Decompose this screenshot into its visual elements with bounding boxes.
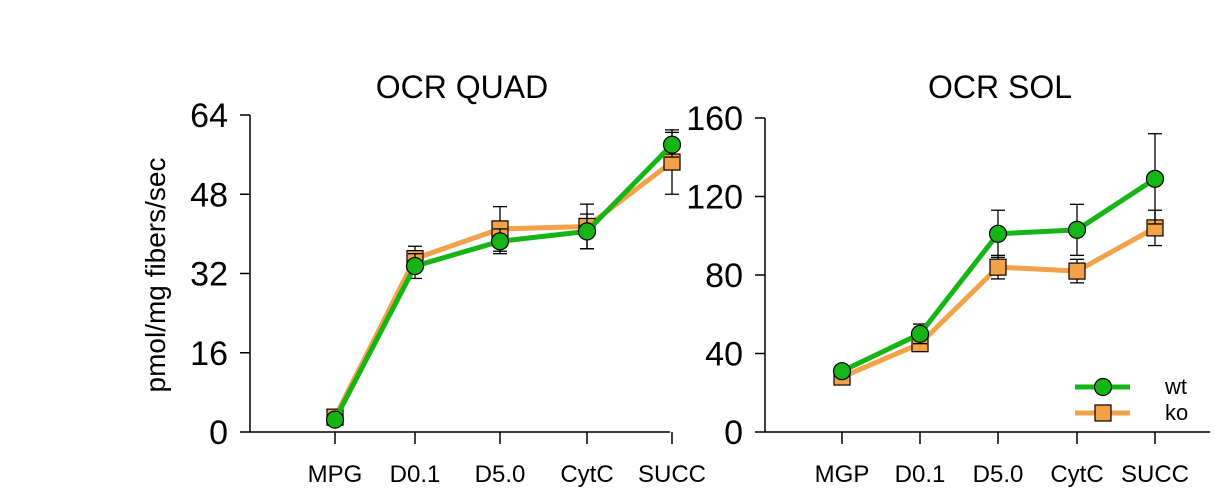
data-point (490, 232, 510, 251)
series-line (332, 142, 674, 421)
x-tick-label: D0.1 (390, 461, 441, 488)
series-wt (832, 133, 1165, 381)
data-point (577, 222, 597, 241)
chart-1: OCR QUAD 0 16 32 48 64 MPG D0.1 D5.0 CytC SUCC (190, 69, 706, 488)
x-tick-label: D5.0 (475, 461, 526, 488)
x-tick-label: CytC (1050, 461, 1103, 488)
x-tick-label: D5.0 (973, 461, 1024, 488)
data-point (1145, 169, 1165, 188)
data-point (832, 362, 852, 381)
x-tick-label: MGP (815, 461, 870, 488)
data-point (325, 410, 345, 429)
x-tick-label: D0.1 (895, 461, 946, 488)
y-axis-label: pmol/mg fibers/sec (140, 158, 171, 393)
y-tick-label: 16 (190, 335, 228, 373)
y-tick-label: 160 (686, 100, 743, 138)
chart-2: OCR SOL 0 40 80 120 160 MGP D0.1 D5.0 CytC SUCC (686, 69, 1210, 488)
data-point (988, 224, 1008, 243)
data-point (662, 135, 682, 154)
legend-label-wt: wt (1164, 374, 1187, 399)
y-tick-label: 0 (724, 414, 743, 452)
y-tick-label: 120 (686, 179, 743, 217)
y-tick-label: 40 (705, 336, 743, 374)
legend-marker-ko (1094, 404, 1112, 422)
y-tick-label: 0 (209, 414, 228, 452)
data-point (1067, 220, 1087, 239)
chart-title: OCR QUAD (376, 69, 548, 105)
series-wt (325, 131, 682, 429)
legend-marker-wt (1093, 377, 1113, 397)
data-point (1068, 262, 1086, 280)
chart-title: OCR SOL (928, 69, 1072, 105)
series-ko (326, 129, 681, 426)
x-tick-label: SUCC (638, 461, 706, 488)
y-tick-label: 48 (190, 176, 228, 214)
x-tick-label: SUCC (1121, 461, 1189, 488)
x-tick-label: MPG (308, 461, 363, 488)
data-point (910, 324, 930, 343)
legend-label-ko: ko (1165, 400, 1188, 425)
y-tick-label: 80 (705, 257, 743, 295)
y-tick-label: 64 (190, 97, 228, 135)
y-tick-label: 32 (190, 256, 228, 294)
data-point (989, 258, 1007, 276)
data-point (405, 256, 425, 276)
x-tick-label: CytC (560, 461, 613, 488)
series-line (332, 160, 674, 419)
